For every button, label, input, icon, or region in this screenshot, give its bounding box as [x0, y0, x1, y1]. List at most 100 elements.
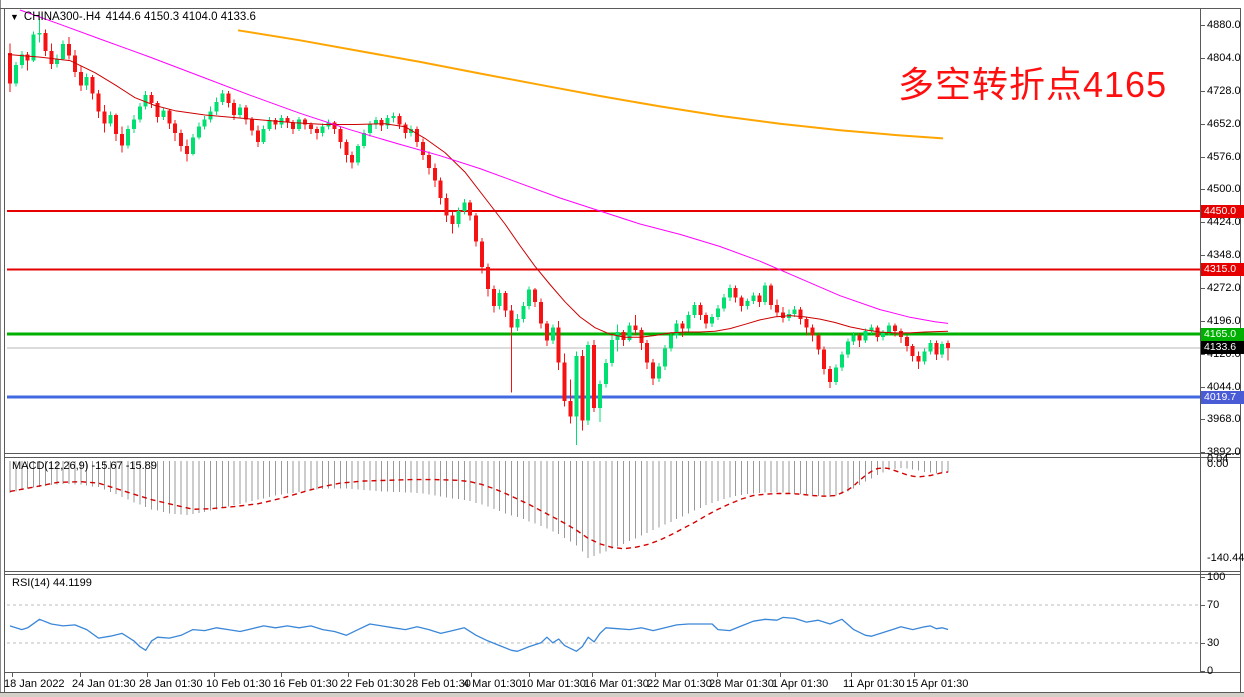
rsi-tick-label: 70 [1207, 599, 1220, 612]
ma-slow-orange [237, 29, 944, 140]
macd-histogram [9, 461, 949, 559]
rsi-tick-label: 30 [1207, 636, 1220, 649]
price-tick-label: 4044.0 [1207, 380, 1241, 393]
axis-tick-mark [1200, 386, 1205, 388]
price-tick-label: 3892.0 [1207, 446, 1241, 459]
price-tick-label: 3968.0 [1207, 413, 1241, 426]
axis-tick-mark [1200, 577, 1205, 578]
frame-top [0, 8, 1241, 9]
price-level-label: 4450.0 [1201, 204, 1244, 218]
time-tick-mark [348, 673, 349, 677]
time-tick-label: 10 Mar 01:30 [521, 678, 586, 690]
price-tick-label: 4500.0 [1207, 183, 1241, 196]
time-tick-mark [80, 673, 81, 677]
time-tick-label: 4 Mar 01:30 [463, 678, 522, 690]
time-tick-mark [780, 673, 781, 677]
rsi-indicator-label: RSI(14) 44.1199 [12, 577, 92, 589]
price-tick-label: 4348.0 [1207, 249, 1241, 262]
macd-indicator-label: MACD(12,26,9) -15.67 -15.89 [12, 460, 157, 472]
macd-tick-label: 0.00 [1207, 458, 1229, 470]
axis-tick-mark [1200, 123, 1205, 125]
price-level-label: 4315.0 [1201, 262, 1244, 276]
price-level-label: 4019.7 [1201, 390, 1244, 404]
price-axis-border [1200, 9, 1201, 672]
time-tick-label: 1 Apr 01:30 [772, 678, 829, 690]
time-tick-label: 18 Jan 2022 [4, 678, 65, 690]
rsi-tick-label: 100 [1207, 571, 1226, 583]
price-tick-label: 4196.0 [1207, 314, 1241, 327]
frame-left-inner [4, 8, 5, 692]
splitter-main-macd[interactable] [4, 453, 1241, 454]
axis-tick-mark [1200, 671, 1205, 672]
ohlc-values: 4144.6 4150.3 4104.0 4133.6 [105, 11, 256, 23]
candles-group [8, 18, 951, 445]
time-tick-mark [592, 673, 593, 677]
splitter-macd-rsi[interactable] [4, 571, 1241, 572]
annotation-text: 多空转折点4165 [898, 64, 1168, 105]
splitter-main-macd-2[interactable] [4, 457, 1241, 458]
frame-left-outer [0, 0, 1, 697]
time-tick-label: 22 Feb 01:30 [340, 678, 405, 690]
time-tick-label: 16 Mar 01:30 [584, 678, 649, 690]
axis-tick-mark [1200, 642, 1205, 644]
axis-tick-mark [1200, 419, 1205, 421]
price-tick-label: 4880.0 [1207, 19, 1241, 32]
time-tick-mark [529, 673, 530, 677]
price-tick-label: 4728.0 [1207, 84, 1241, 97]
time-tick-label: 28 Mar 01:30 [709, 678, 774, 690]
time-tick-mark [655, 673, 656, 677]
axis-tick-mark [1200, 156, 1205, 158]
time-tick-mark [914, 673, 915, 677]
time-tick-mark [147, 673, 148, 677]
axis-tick-mark [1200, 57, 1205, 59]
frame-bottom [0, 692, 1244, 693]
time-tick-label: 11 Apr 01:30 [843, 678, 905, 690]
time-tick-mark [717, 673, 718, 677]
time-tick-label: 15 Apr 01:30 [906, 678, 969, 690]
time-tick-label: 28 Jan 01:30 [139, 678, 203, 690]
time-tick-mark [12, 673, 13, 677]
time-tick-label: 28 Feb 01:30 [406, 678, 471, 690]
rsi-tick-label: 0 [1207, 665, 1214, 677]
price-tick-label: 4272.0 [1207, 281, 1241, 294]
current-price-label: 4133.6 [1201, 341, 1244, 355]
symbol-name: CHINA300-.H4 [23, 11, 101, 23]
axis-tick-mark [1200, 452, 1205, 454]
macd-tick-label: 0.04 [1207, 452, 1229, 465]
axis-tick-mark [1200, 25, 1205, 27]
splitter-macd-rsi-2[interactable] [4, 574, 1241, 575]
time-tick-mark [471, 673, 472, 677]
rsi-bottom-border [4, 672, 1241, 673]
symbol-dropdown-icon[interactable]: ▼ [10, 12, 19, 22]
price-tick-label: 4576.0 [1207, 150, 1241, 163]
time-tick-mark [281, 673, 282, 677]
rsi-line [9, 616, 949, 652]
time-tick-mark [214, 673, 215, 677]
axis-tick-mark [1200, 189, 1205, 191]
axis-tick-mark [1200, 320, 1205, 322]
time-tick-mark [414, 673, 415, 677]
axis-tick-mark [1200, 222, 1205, 224]
bottom-strip [0, 693, 1244, 697]
ma-mid-magenta [19, 9, 949, 324]
time-tick-label: 22 Mar 01:30 [647, 678, 712, 690]
time-tick-label: 24 Jan 01:30 [72, 678, 136, 690]
price-tick-label: 4804.0 [1207, 51, 1241, 64]
axis-tick-mark [1200, 287, 1205, 289]
macd-tick-label: -140.44 [1207, 552, 1244, 564]
macd-signal-line [9, 467, 949, 550]
ma-fast-red [7, 54, 949, 338]
price-level-label: 4165.0 [1201, 327, 1244, 341]
axis-tick-mark [1200, 90, 1205, 92]
time-tick-label: 16 Feb 01:30 [273, 678, 338, 690]
axis-tick-mark [1200, 255, 1205, 257]
price-tick-label: 4652.0 [1207, 117, 1241, 130]
time-tick-label: 10 Feb 01:30 [206, 678, 271, 690]
axis-tick-mark [1200, 605, 1205, 607]
time-tick-mark [851, 673, 852, 677]
price-tick-label: 4424.0 [1207, 216, 1241, 229]
